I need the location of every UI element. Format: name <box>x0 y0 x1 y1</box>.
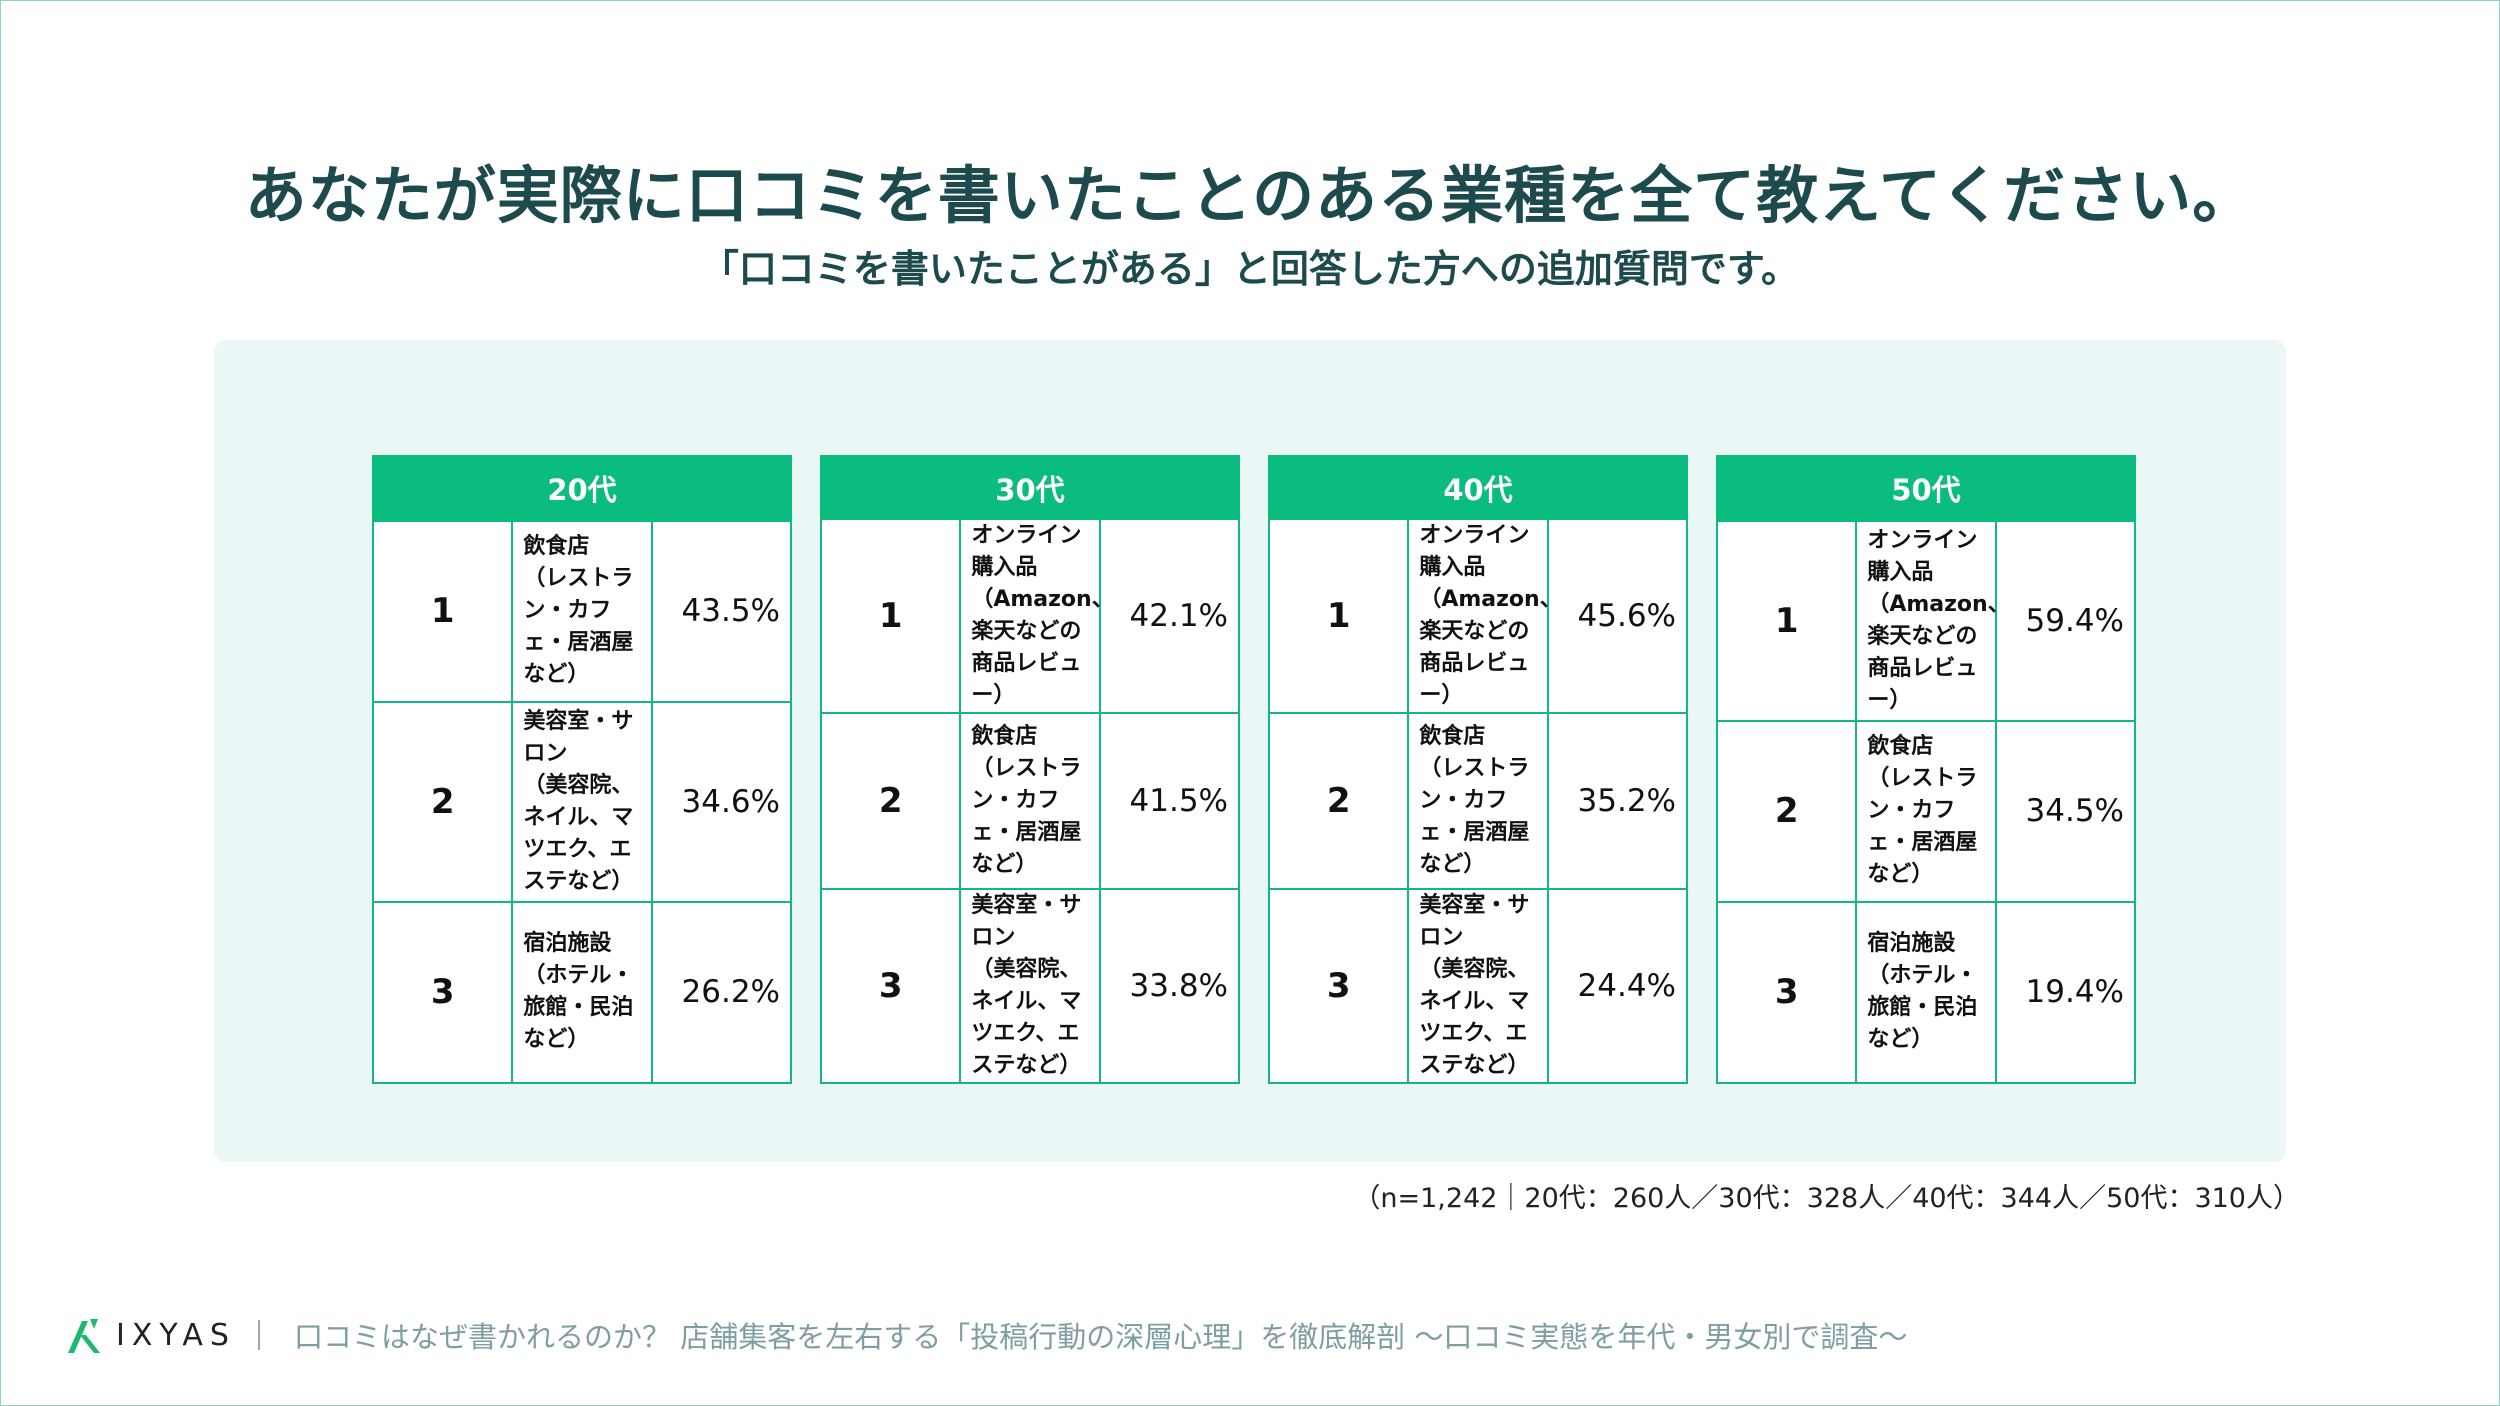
ranking-table-3: 40代 1 オンライン購入品 （Amazon、楽天などの商品レビュー） 45.6% 2 飲食… <box>1267 455 1689 1084</box>
ranking-tables: 20代 1 飲食店 （レストラン・カフェ・居酒屋など） 43.5% 2 美容室・サロン （美容… <box>371 455 2137 1085</box>
category-description: （レストラン・カフェ・居酒屋など） <box>523 566 634 688</box>
footer: IXYAS 口コミはなぜ書かれるのか？ 店舗集客を左右する「投稿行動の深層心理」… <box>64 1310 1907 1360</box>
rank-number: 3 <box>819 888 962 1084</box>
category-description: （Amazon、楽天などの商品レビュー） <box>971 587 1114 708</box>
category-name: 飲食店 <box>1867 734 1934 760</box>
category-cell: オンライン購入品 （Amazon、楽天などの商品レビュー） <box>1407 518 1562 714</box>
category-name: 美容室・サロン <box>523 708 634 766</box>
rank-number: 2 <box>371 701 514 903</box>
category-name: 美容室・サロン <box>1419 893 1530 950</box>
table-row: 2 飲食店 （レストラン・カフェ・居酒屋など） 41.5% <box>819 712 1241 890</box>
percentage-value: 24.4% <box>1546 888 1689 1084</box>
footer-caption: 口コミはなぜ書かれるのか？ 店舗集客を左右する「投稿行動の深層心理」を徹底解剖 … <box>293 1320 1908 1354</box>
ranking-table-4: 50代 1 オンライン購入品 （Amazon、楽天などの商品レビュー） 59.4% 2 飲食… <box>1715 455 2137 1085</box>
category-cell: 宿泊施設 （ホテル・旅館・民泊など） <box>1855 900 1997 1085</box>
category-description: （ホテル・旅館・民泊など） <box>523 963 634 1053</box>
percentage-value: 19.4% <box>1994 900 2137 1085</box>
rank-number: 1 <box>1715 519 1858 722</box>
age-group-header: 20代 <box>372 455 792 522</box>
rank-number: 2 <box>819 712 962 890</box>
ranking-table-1: 20代 1 飲食店 （レストラン・カフェ・居酒屋など） 43.5% 2 美容室・サロン （美容… <box>371 455 793 1085</box>
category-name: オンライン購入品 <box>1419 523 1530 580</box>
ranking-table-2: 30代 1 オンライン購入品 （Amazon、楽天などの商品レビュー） 42.1% 2 飲食… <box>819 455 1241 1084</box>
age-group-header: 30代 <box>820 455 1240 520</box>
category-cell: 飲食店 （レストラン・カフェ・居酒屋など） <box>1855 719 1997 903</box>
category-cell: オンライン購入品 （Amazon、楽天などの商品レビュー） <box>959 518 1114 714</box>
page-subtitle: 「口コミを書いたことがある」と回答した方への追加質問です。 <box>700 247 1800 291</box>
footer-divider <box>257 1320 260 1350</box>
category-cell: 宿泊施設 （ホテル・旅館・民泊など） <box>511 900 653 1085</box>
percentage-value: 34.5% <box>1994 719 2137 903</box>
table-row: 2 飲食店 （レストラン・カフェ・居酒屋など） 35.2% <box>1267 712 1689 890</box>
category-name: 飲食店 <box>971 724 1038 749</box>
percentage-value: 26.2% <box>650 900 793 1085</box>
category-description: （Amazon、楽天などの商品レビュー） <box>1867 591 2010 713</box>
category-description: （ホテル・旅館・民泊など） <box>1867 963 1978 1053</box>
ixyas-logo-icon <box>68 1319 100 1353</box>
table-row: 3 宿泊施設 （ホテル・旅館・民泊など） 19.4% <box>1715 900 2137 1085</box>
table-row: 1 飲食店 （レストラン・カフェ・居酒屋など） 43.5% <box>371 519 793 704</box>
age-group-header: 40代 <box>1268 455 1688 520</box>
rank-number: 2 <box>1715 719 1858 903</box>
percentage-value: 35.2% <box>1546 712 1689 890</box>
table-row: 2 美容室・サロン （美容院、ネイル、マツエク、エステなど） 34.6% <box>371 701 793 903</box>
category-cell: 飲食店 （レストラン・カフェ・居酒屋など） <box>511 519 653 704</box>
percentage-value: 59.4% <box>1994 519 2137 722</box>
category-cell: 美容室・サロン （美容院、ネイル、マツエク、エステなど） <box>959 888 1101 1084</box>
percentage-value: 45.6% <box>1546 518 1689 714</box>
age-group-header: 50代 <box>1716 455 2136 522</box>
table-row: 1 オンライン購入品 （Amazon、楽天などの商品レビュー） 59.4% <box>1715 519 2137 722</box>
category-name: 宿泊施設 <box>1867 931 1956 957</box>
table-row: 2 飲食店 （レストラン・カフェ・居酒屋など） 34.5% <box>1715 719 2137 903</box>
category-cell: オンライン購入品 （Amazon、楽天などの商品レビュー） <box>1855 519 2010 722</box>
table-row: 3 美容室・サロン （美容院、ネイル、マツエク、エステなど） 33.8% <box>819 888 1241 1084</box>
results-panel: 20代 1 飲食店 （レストラン・カフェ・居酒屋など） 43.5% 2 美容室・サロン （美容… <box>214 340 2286 1162</box>
category-cell: 飲食店 （レストラン・カフェ・居酒屋など） <box>1407 712 1549 890</box>
rank-number: 2 <box>1267 712 1410 890</box>
rank-number: 1 <box>371 519 514 704</box>
percentage-value: 41.5% <box>1098 712 1241 890</box>
category-name: 飲食店 <box>1419 724 1486 749</box>
rank-number: 3 <box>1267 888 1410 1084</box>
percentage-value: 33.8% <box>1098 888 1241 1084</box>
percentage-value: 42.1% <box>1098 518 1241 714</box>
category-name: オンライン購入品 <box>1867 527 1978 585</box>
category-description: （美容院、ネイル、マツエク、エステなど） <box>1419 957 1530 1078</box>
sample-size-note: （n=1,242｜20代：260人／30代：328人／40代：344人／50代：… <box>1353 1183 2300 1214</box>
category-description: （レストラン・カフェ・居酒屋など） <box>1419 756 1530 877</box>
logo-text: IXYAS <box>116 1317 236 1353</box>
category-description: （レストラン・カフェ・居酒屋など） <box>971 756 1082 877</box>
page-title: あなたが実際に口コミを書いたことのある業種を全て教えてください。 <box>244 159 2256 232</box>
table-row: 3 宿泊施設 （ホテル・旅館・民泊など） 26.2% <box>371 900 793 1085</box>
rank-number: 3 <box>371 900 514 1085</box>
category-description: （美容院、ネイル、マツエク、エステなど） <box>971 957 1082 1078</box>
percentage-value: 43.5% <box>650 519 793 704</box>
percentage-value: 34.6% <box>650 701 793 903</box>
category-cell: 美容室・サロン （美容院、ネイル、マツエク、エステなど） <box>1407 888 1549 1084</box>
rank-number: 1 <box>819 518 962 714</box>
rank-number: 1 <box>1267 518 1410 714</box>
category-name: 美容室・サロン <box>971 893 1082 950</box>
table-row: 1 オンライン購入品 （Amazon、楽天などの商品レビュー） 42.1% <box>819 518 1241 714</box>
category-description: （美容院、ネイル、マツエク、エステなど） <box>523 772 634 894</box>
category-name: 宿泊施設 <box>523 931 612 957</box>
category-description: （Amazon、楽天などの商品レビュー） <box>1419 587 1562 708</box>
table-row: 1 オンライン購入品 （Amazon、楽天などの商品レビュー） 45.6% <box>1267 518 1689 714</box>
rank-number: 3 <box>1715 900 1858 1085</box>
category-description: （レストラン・カフェ・居酒屋など） <box>1867 766 1978 888</box>
table-row: 3 美容室・サロン （美容院、ネイル、マツエク、エステなど） 24.4% <box>1267 888 1689 1084</box>
category-cell: 飲食店 （レストラン・カフェ・居酒屋など） <box>959 712 1101 890</box>
category-name: 飲食店 <box>523 534 590 560</box>
category-name: オンライン購入品 <box>971 523 1082 580</box>
category-cell: 美容室・サロン （美容院、ネイル、マツエク、エステなど） <box>511 701 653 903</box>
